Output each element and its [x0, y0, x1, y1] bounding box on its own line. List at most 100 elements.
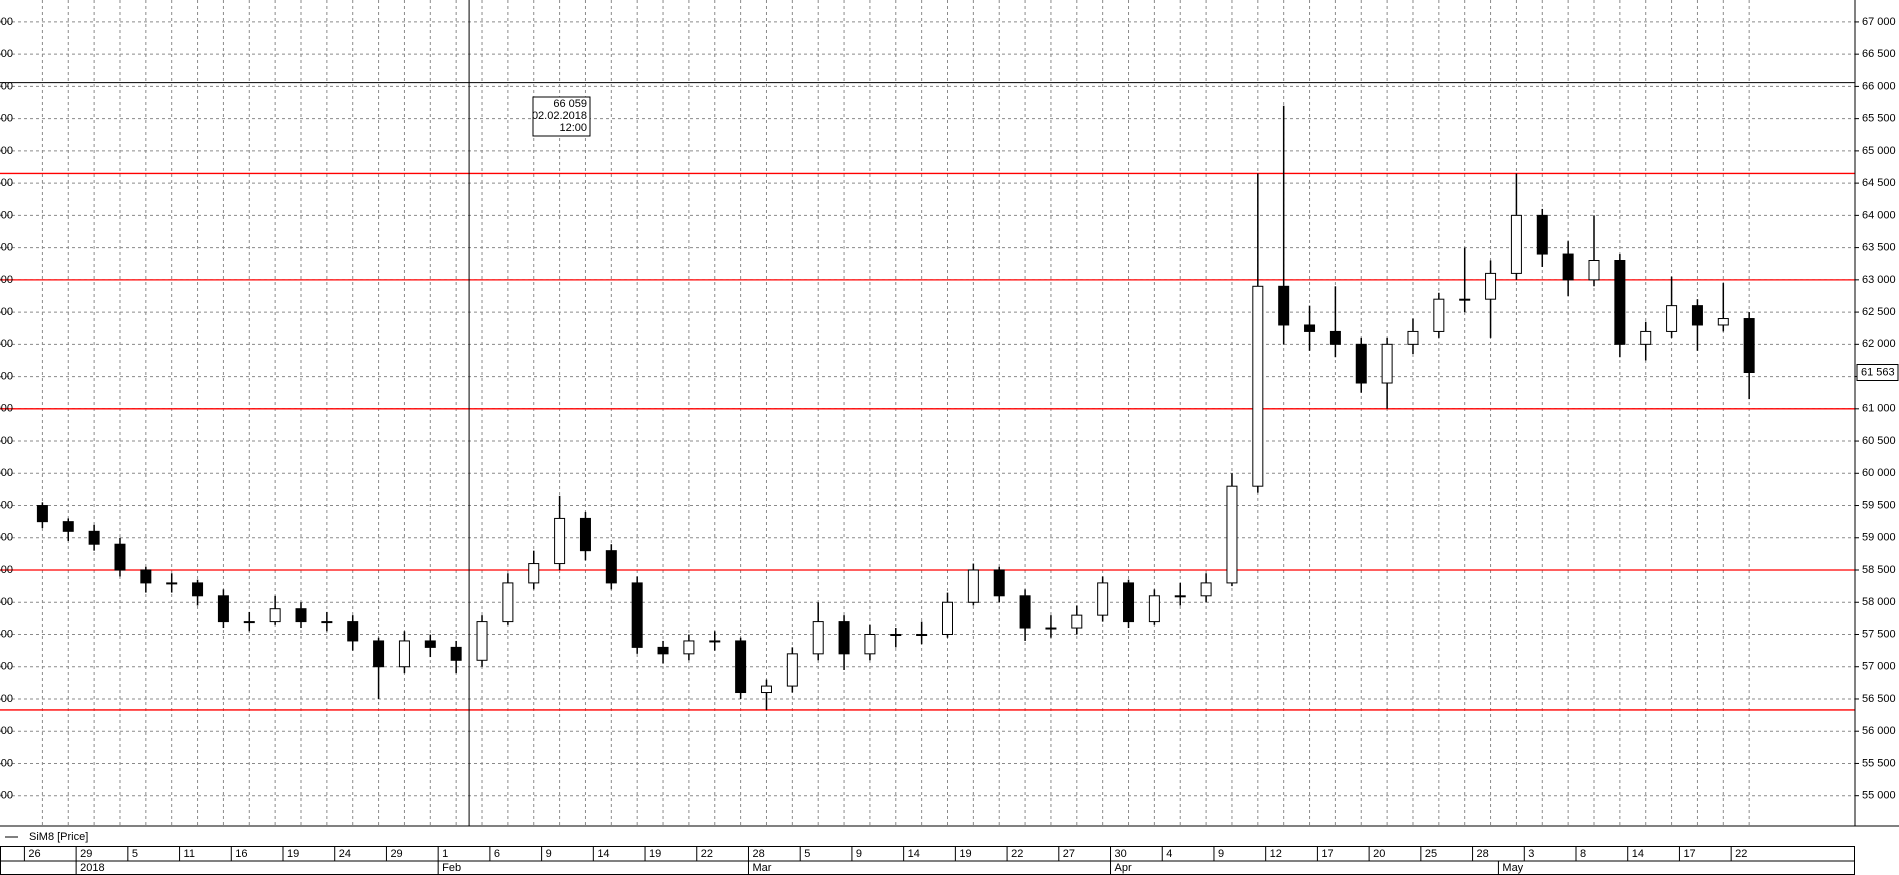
y-tick-label-left: 57 000 [0, 661, 13, 673]
y-tick-label-left: 63 000 [0, 274, 13, 286]
candle-body [1148, 595, 1160, 623]
x-tick-label: 22 [1735, 848, 1747, 860]
candle-body [1071, 614, 1083, 629]
x-tick-label: 3 [1528, 848, 1534, 860]
y-tick-label: 63 500 [1862, 242, 1896, 254]
candle-body [993, 569, 1005, 597]
candle-body [1381, 343, 1393, 384]
y-tick-label: 62 000 [1862, 338, 1896, 350]
x-tick-label: 14 [908, 848, 920, 860]
x-tick-label: 9 [1218, 848, 1224, 860]
candle-body [812, 621, 824, 655]
y-tick-label-left: 65 000 [0, 145, 13, 157]
candle-body [657, 646, 669, 655]
x-tick-label: 22 [1011, 848, 1023, 860]
month-label: 2018 [80, 862, 104, 874]
candle-body [1433, 298, 1445, 332]
y-tick-label: 62 500 [1862, 306, 1896, 318]
candle-body [1562, 253, 1574, 281]
candle-body [1252, 285, 1264, 487]
candle-body [192, 582, 204, 597]
y-tick-label: 67 000 [1862, 16, 1896, 28]
y-tick-label-left: 64 500 [0, 177, 13, 189]
month-label: Mar [752, 862, 771, 874]
y-tick-label-left: 65 500 [0, 113, 13, 125]
candle-body [579, 517, 591, 552]
y-tick-label: 57 000 [1862, 661, 1896, 673]
candle-body [295, 608, 307, 623]
y-tick-label: 55 500 [1862, 757, 1896, 769]
candle-body [450, 646, 462, 661]
candles [36, 105, 1755, 710]
y-tick-label-left: 56 000 [0, 725, 13, 737]
y-tick-label: 55 000 [1862, 790, 1896, 802]
x-tick-label: 5 [804, 848, 810, 860]
x-tick-label: 25 [1425, 848, 1437, 860]
candle-body [1278, 285, 1290, 326]
y-tick-label-left: 59 500 [0, 499, 13, 511]
y-tick-label-left: 66 000 [0, 80, 13, 92]
candle-body [890, 633, 902, 636]
y-tick-label: 58 500 [1862, 564, 1896, 576]
x-tick-label: 14 [597, 848, 609, 860]
last-price-label: 61 563 [1861, 366, 1895, 378]
x-tick-label: 24 [339, 848, 351, 860]
x-tick-label: 16 [235, 848, 247, 860]
x-tick-label: 20 [1373, 848, 1385, 860]
candle-body [1485, 272, 1497, 300]
candle-body [760, 685, 772, 694]
y-tick-label-left: 62 500 [0, 306, 13, 318]
candle-body [631, 582, 643, 648]
y-tick-label-left: 64 000 [0, 209, 13, 221]
x-tick-label: 28 [752, 848, 764, 860]
candle-body [1200, 582, 1212, 597]
y-tick-label-left: 61 000 [0, 403, 13, 415]
x-tick-label: 6 [494, 848, 500, 860]
candle-body [1459, 298, 1471, 301]
x-tick-label: 5 [132, 848, 138, 860]
y-tick-label-left: 57 500 [0, 628, 13, 640]
x-tick-label: 12 [1270, 848, 1282, 860]
candle-body [1329, 330, 1341, 345]
candle-body [1226, 485, 1238, 584]
candle-body [1743, 318, 1755, 374]
y-tick-label: 66 000 [1862, 80, 1896, 92]
x-tick-label: 17 [1321, 848, 1333, 860]
candle-body [88, 530, 100, 545]
y-tick-label: 65 500 [1862, 113, 1896, 125]
candle-body [683, 640, 695, 655]
candle-body [1174, 595, 1186, 598]
candle-body [1666, 305, 1678, 332]
candle-body [1536, 214, 1548, 255]
y-tick-label-left: 61 500 [0, 370, 13, 382]
candle-body [967, 569, 979, 603]
candle-body [1123, 582, 1135, 623]
y-tick-label: 65 000 [1862, 145, 1896, 157]
candle-body [916, 633, 928, 636]
candle-body [373, 640, 385, 668]
candle-body [605, 550, 617, 584]
candle-body [864, 633, 876, 655]
x-tick-label: 17 [1683, 848, 1695, 860]
candle-body [347, 621, 359, 642]
x-tick-label: 9 [856, 848, 862, 860]
candle-body [942, 601, 953, 635]
candle-body [424, 640, 436, 648]
candle-body [36, 505, 48, 523]
candle-body [1355, 343, 1367, 384]
candle-body [838, 621, 850, 655]
y-tick-label: 56 500 [1862, 693, 1896, 705]
y-tick-label: 66 500 [1862, 48, 1896, 60]
x-tick-label: 26 [28, 848, 40, 860]
candle-body [476, 621, 488, 661]
candle-body [1614, 260, 1626, 345]
x-tick-label: 11 [184, 848, 195, 860]
y-tick-label: 64 500 [1862, 177, 1896, 189]
x-tick-label: 19 [649, 848, 661, 860]
candle-body [1304, 324, 1316, 332]
x-tick-label: 1 [442, 848, 448, 860]
y-tick-label-left: 67 000 [0, 16, 13, 28]
